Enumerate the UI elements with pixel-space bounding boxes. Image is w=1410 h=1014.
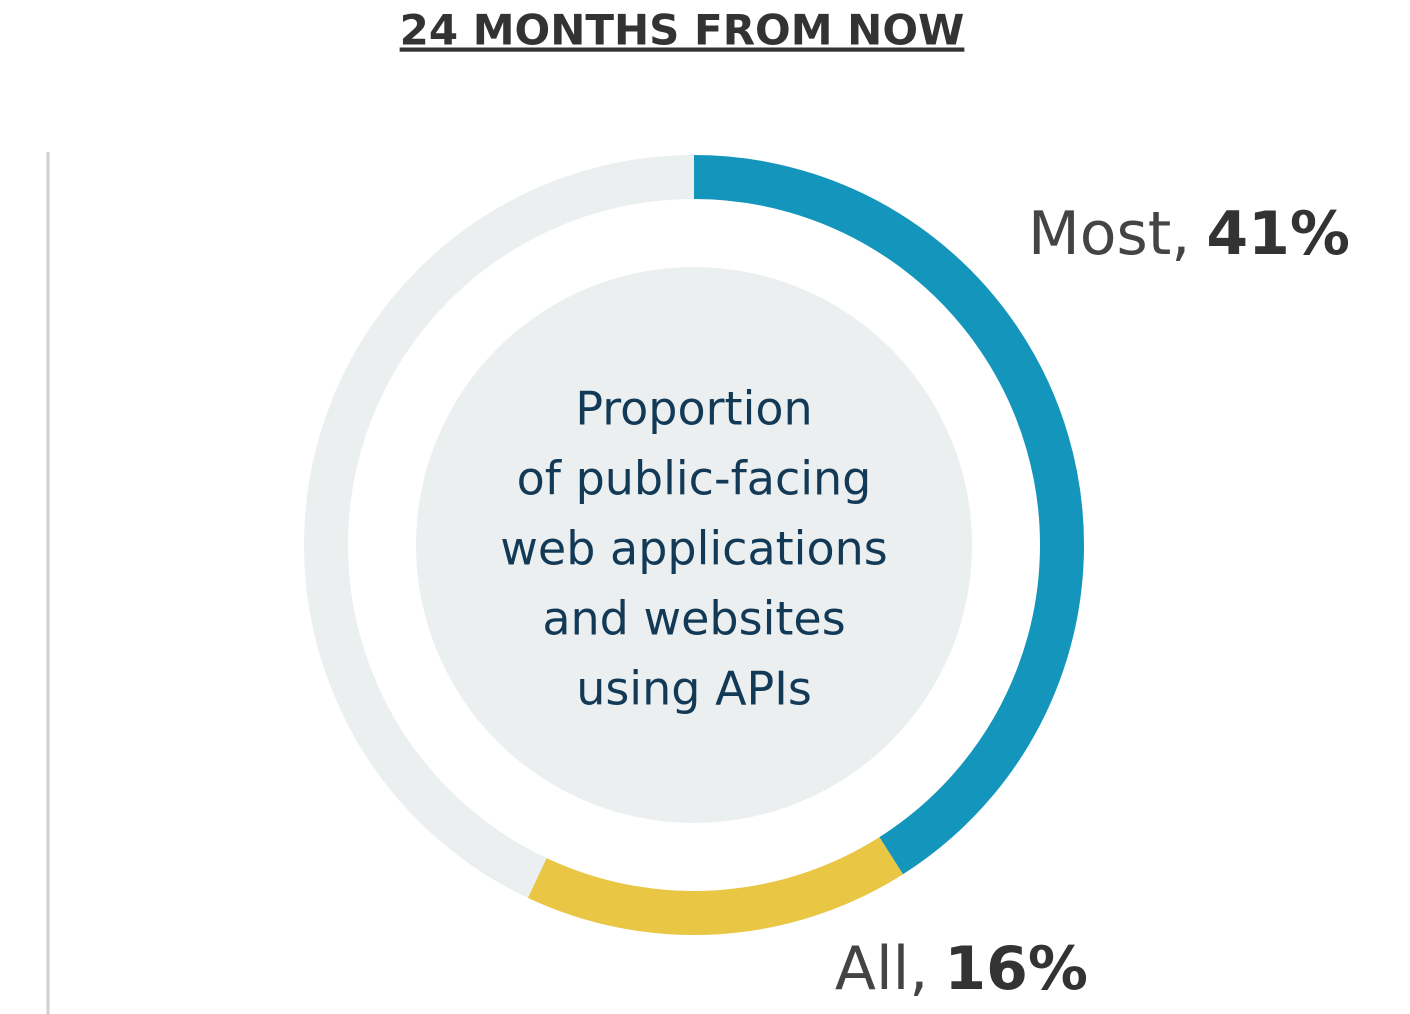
center-disc xyxy=(416,267,972,823)
center-text: web applications xyxy=(500,522,887,576)
center-text: and websites xyxy=(542,592,845,646)
center-text: using APIs xyxy=(576,662,812,716)
chart-title: 24 MONTHS FROM NOW xyxy=(400,6,965,55)
value-label: 41% xyxy=(1206,199,1350,269)
center-text: of public-facing xyxy=(517,452,872,506)
segment-label: Most, 41% xyxy=(1028,199,1350,269)
segment-label: All, 16% xyxy=(835,934,1088,1004)
donut-segment xyxy=(693,155,1084,875)
donut-segment xyxy=(527,837,903,935)
category-label: All, xyxy=(835,934,928,1004)
center-text: Proportion xyxy=(575,382,812,436)
category-label: Most, xyxy=(1028,199,1190,269)
value-label: 16% xyxy=(944,934,1088,1004)
